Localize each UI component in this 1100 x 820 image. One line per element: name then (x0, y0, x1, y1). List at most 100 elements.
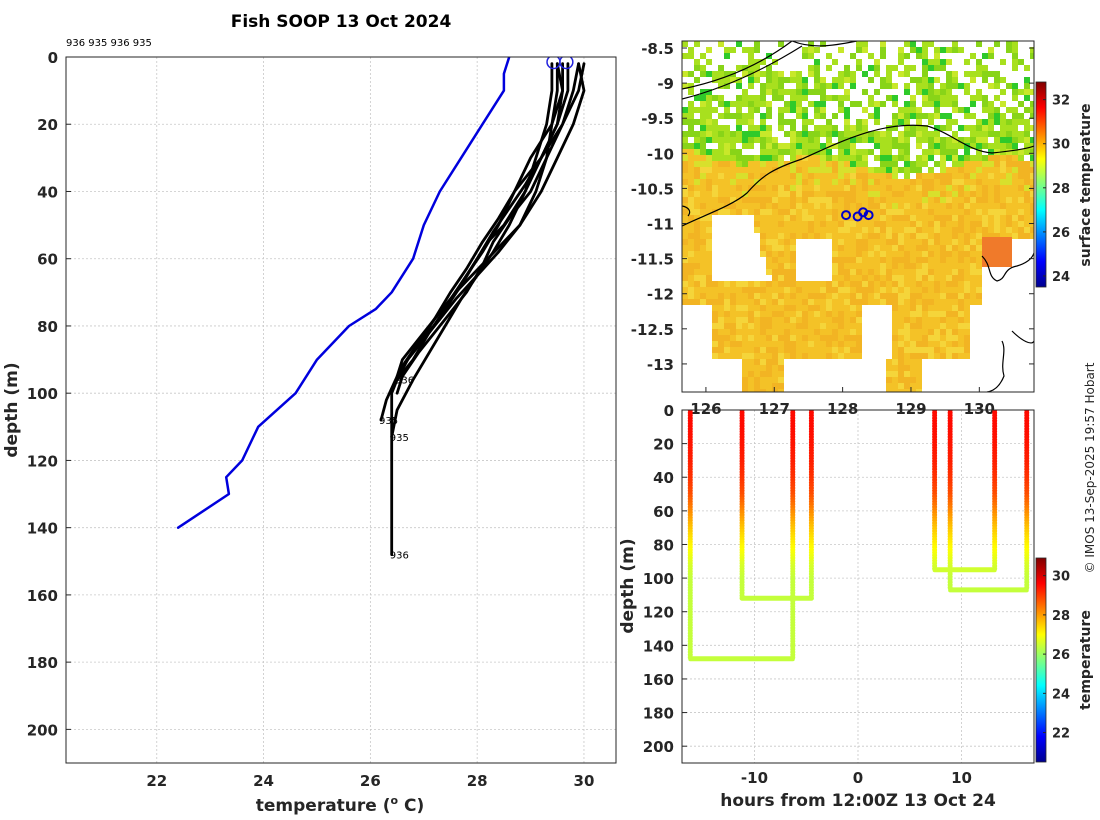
sst-cell (964, 299, 970, 305)
sst-cell (796, 311, 802, 317)
sst-cell (934, 173, 940, 179)
sst-cell (826, 95, 832, 101)
sst-cell (784, 89, 790, 95)
sst-cell (808, 281, 814, 287)
sst-cell (820, 173, 826, 179)
sst-cell (1012, 161, 1018, 167)
sst-cell (904, 269, 910, 275)
sst-cell (922, 221, 928, 227)
sst-cell (682, 119, 688, 125)
sst-cell (1012, 65, 1018, 71)
sst-cell (958, 347, 964, 353)
sst-cell (946, 191, 952, 197)
sst-cell (916, 119, 922, 125)
sst-cell (706, 131, 712, 137)
cast-bottom-track (688, 656, 795, 662)
sst-cell (886, 239, 892, 245)
coastline (1011, 330, 1034, 344)
sst-cell (922, 71, 928, 77)
sst-cell (904, 227, 910, 233)
sst-cell (1012, 143, 1018, 149)
sst-cell (724, 149, 730, 155)
sst-cell (760, 215, 766, 221)
sst-cell (874, 131, 880, 137)
sst-cell (910, 341, 916, 347)
sst-cell (868, 173, 874, 179)
sst-cell (748, 83, 754, 89)
sst-cell (916, 389, 922, 392)
sst-cell (922, 59, 928, 65)
sst-cell (688, 209, 694, 215)
sst-cell (808, 341, 814, 347)
sst-cell (706, 173, 712, 179)
sst-cell (886, 245, 892, 251)
sst-cell (994, 71, 1000, 77)
sst-cell (982, 95, 988, 101)
sst-cell (952, 257, 958, 263)
sst-cell (808, 143, 814, 149)
sst-cell (922, 257, 928, 263)
sst-cell (850, 227, 856, 233)
sst-cell (784, 191, 790, 197)
sst-cell (850, 137, 856, 143)
sst-cell (712, 197, 718, 203)
sst-cell (742, 335, 748, 341)
sst-cell (718, 323, 724, 329)
sst-cell (766, 359, 772, 365)
sst-cell (1000, 197, 1006, 203)
sst-cell (868, 233, 874, 239)
sst-cell (748, 113, 754, 119)
sst-cell (742, 389, 748, 392)
sst-cell (778, 293, 784, 299)
sst-cell (808, 161, 814, 167)
sst-cell (946, 299, 952, 305)
sst-cell (808, 311, 814, 317)
sst-cell (796, 185, 802, 191)
sst-cell (880, 203, 886, 209)
sst-cell (748, 59, 754, 65)
sst-cell (826, 83, 832, 89)
sst-cell (748, 155, 754, 161)
sst-cell (1030, 155, 1034, 161)
sst-cell (970, 203, 976, 209)
sst-cell (940, 101, 946, 107)
sst-cell (760, 179, 766, 185)
sst-cell-warm (994, 237, 1000, 243)
sst-cell (832, 77, 838, 83)
sst-cell (856, 173, 862, 179)
y-tick-label: 180 (27, 654, 58, 672)
sst-cell (868, 269, 874, 275)
sst-cell (754, 377, 760, 383)
sst-cell-warm (988, 255, 994, 261)
sst-cell (850, 173, 856, 179)
sst-cell (1000, 143, 1006, 149)
sst-cell (784, 239, 790, 245)
sst-cell (688, 167, 694, 173)
sst-cell (694, 185, 700, 191)
sst-cell (772, 89, 778, 95)
sst-cell (994, 107, 1000, 113)
sst-cell (820, 233, 826, 239)
sst-cell (742, 329, 748, 335)
sst-cell (1030, 173, 1034, 179)
sst-cell (922, 317, 928, 323)
sst-cell (982, 65, 988, 71)
sst-cell (916, 197, 922, 203)
sst-cell (982, 233, 988, 239)
sst-cell (748, 125, 754, 131)
sst-cell (898, 209, 904, 215)
sst-cell (916, 179, 922, 185)
sst-cell (898, 203, 904, 209)
sst-cell (922, 311, 928, 317)
sst-cell (892, 209, 898, 215)
sst-cell (1012, 149, 1018, 155)
sst-cell (820, 221, 826, 227)
sst-cell (748, 95, 754, 101)
sst-cell (790, 179, 796, 185)
sst-cell (754, 227, 760, 233)
sst-cell (736, 125, 742, 131)
sst-cell (922, 323, 928, 329)
sst-cell (694, 263, 700, 269)
sst-cell (766, 179, 772, 185)
sst-cell (892, 257, 898, 263)
